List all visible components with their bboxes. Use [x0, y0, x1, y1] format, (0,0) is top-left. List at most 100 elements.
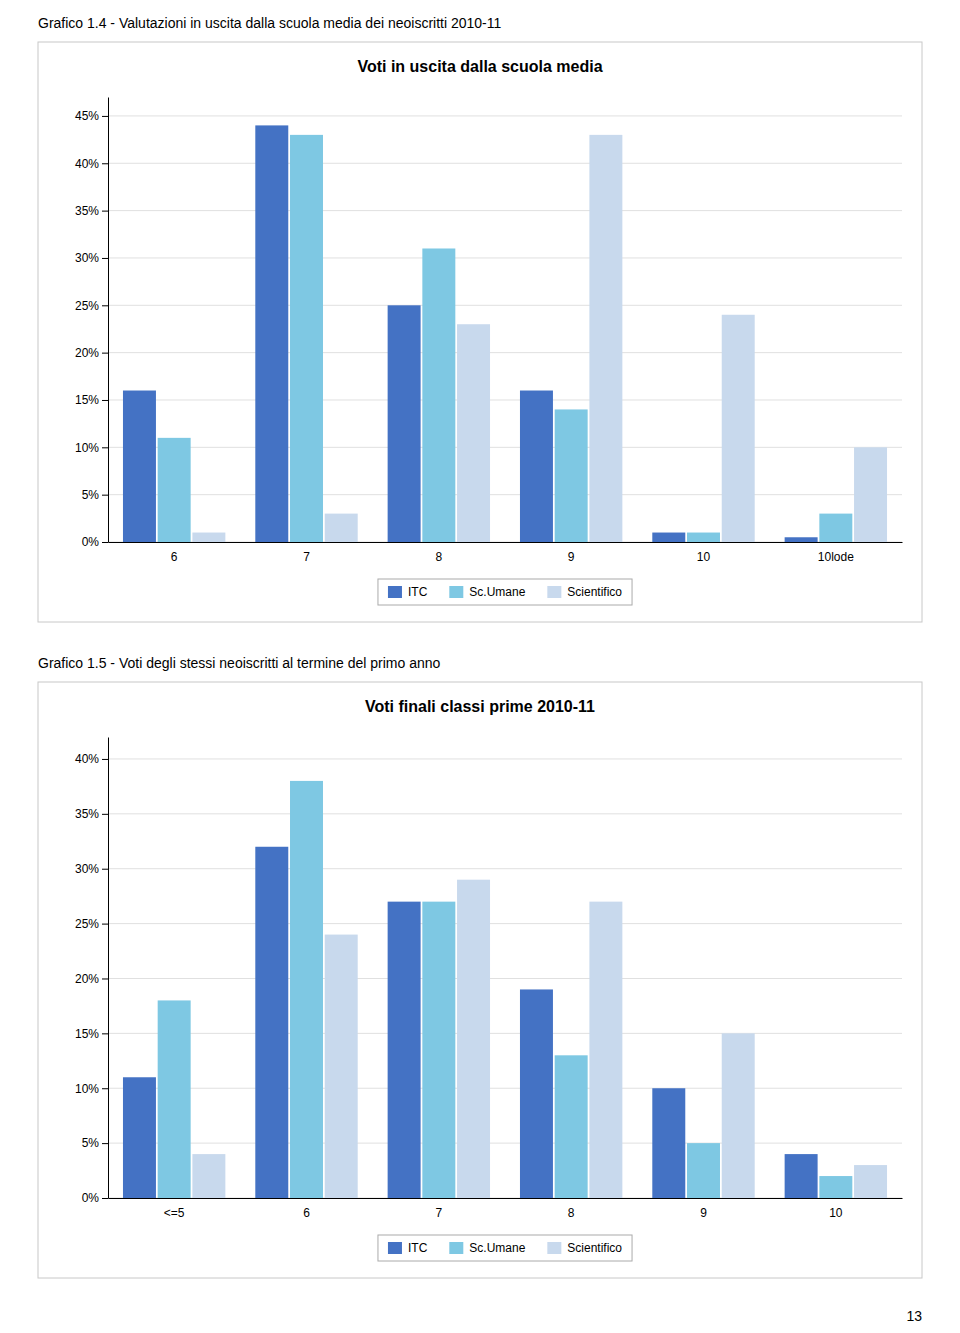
bar — [192, 533, 225, 542]
legend-label: Sc.Umane — [469, 585, 525, 599]
tick-mark — [102, 447, 108, 448]
x-tick: 6 — [171, 550, 178, 564]
bar — [785, 537, 818, 542]
bar-series — [192, 135, 887, 542]
chart-box — [38, 682, 922, 1278]
x-tick: 10lode — [818, 550, 854, 564]
y-tick: 20% — [75, 972, 108, 986]
x-tick: 8 — [568, 1206, 575, 1220]
bar — [687, 1143, 720, 1198]
tick-mark — [102, 400, 108, 401]
bar-series — [192, 880, 887, 1198]
grid-line — [108, 447, 902, 448]
tick-mark — [102, 978, 108, 979]
bar — [388, 305, 421, 542]
tick-mark — [102, 1033, 108, 1034]
y-tick-label: 40% — [75, 752, 99, 766]
grid-line — [108, 352, 902, 353]
axis-line — [109, 1198, 903, 1199]
bar — [589, 135, 622, 542]
bar — [722, 1033, 755, 1198]
bar — [520, 989, 553, 1198]
bar-series — [123, 125, 818, 542]
axis-line — [108, 98, 109, 543]
y-tick-label: 20% — [75, 346, 99, 360]
y-tick-label: 0% — [82, 535, 100, 549]
bar — [422, 248, 455, 542]
y-tick-label: 45% — [75, 109, 99, 123]
legend-item: Sc.Umane — [449, 585, 525, 599]
y-tick-label: 15% — [75, 1027, 99, 1041]
y-tick: 15% — [75, 393, 108, 407]
y-tick: 30% — [75, 251, 108, 265]
grid-line — [108, 868, 902, 869]
grid — [108, 759, 902, 1198]
y-tick: 35% — [75, 204, 108, 218]
grid-line — [108, 978, 902, 979]
y-tick-label: 5% — [82, 488, 100, 502]
y-axis: 0%5%10%15%20%25%30%35%40% — [75, 738, 109, 1206]
tick-mark — [102, 814, 108, 815]
grid-line — [108, 1143, 902, 1144]
legend-item: ITC — [388, 1241, 428, 1255]
legend-swatch — [449, 1242, 463, 1254]
y-axis: 0%5%10%15%20%25%30%35%40%45% — [75, 98, 109, 550]
tick-mark — [102, 759, 108, 760]
grid-line — [108, 542, 902, 543]
x-axis: 67891010lode — [109, 543, 903, 564]
grid-line — [108, 399, 902, 400]
y-tick-label: 5% — [82, 1136, 100, 1150]
bar — [652, 533, 685, 542]
x-tick-label: 8 — [435, 550, 442, 564]
y-tick-label: 30% — [75, 251, 99, 265]
bar — [457, 324, 490, 542]
y-tick: 35% — [75, 807, 108, 821]
tick-mark — [102, 211, 108, 212]
x-tick-label: 10 — [829, 1206, 843, 1220]
grid-line — [108, 257, 902, 258]
bar — [854, 447, 887, 542]
legend-label: Scientifico — [567, 585, 622, 599]
x-tick: 10 — [829, 1206, 843, 1220]
legend-items: ITC Sc.Umane Scientifico — [388, 585, 622, 599]
bar — [158, 438, 191, 542]
legend: ITC Sc.Umane Scientifico — [378, 579, 632, 605]
tick-mark — [102, 924, 108, 925]
x-tick-label: 6 — [303, 1206, 310, 1220]
bar — [123, 391, 156, 542]
y-tick-label: 0% — [82, 1191, 100, 1205]
y-tick: 45% — [75, 109, 108, 123]
tick-mark — [102, 258, 108, 259]
axis-line — [108, 738, 109, 1199]
legend-label: Sc.Umane — [469, 1241, 525, 1255]
tick-mark — [102, 163, 108, 164]
tick-mark — [102, 353, 108, 354]
y-tick-label: 25% — [75, 299, 99, 313]
grid-line — [108, 115, 902, 116]
bar — [854, 1165, 887, 1198]
bar — [687, 533, 720, 542]
y-tick-label: 10% — [75, 441, 99, 455]
tick-mark — [102, 1088, 108, 1089]
grid-line — [108, 210, 902, 211]
bar — [722, 315, 755, 542]
y-tick: 10% — [75, 441, 108, 455]
x-tick-label: 10lode — [818, 550, 854, 564]
legend-label: Scientifico — [567, 1241, 622, 1255]
chart: Grafico 1.4 - Valutazioni in uscita dall… — [38, 15, 922, 622]
page: Grafico 1.4 - Valutazioni in uscita dall… — [0, 0, 960, 1333]
page-title: Grafico 1.5 - Voti degli stessi neoiscri… — [38, 655, 441, 671]
y-tick: 20% — [75, 346, 108, 360]
y-tick: 0% — [82, 535, 108, 549]
x-tick: 7 — [435, 1206, 442, 1220]
y-tick: 15% — [75, 1027, 108, 1041]
grid-line — [108, 923, 902, 924]
y-tick-label: 10% — [75, 1082, 99, 1096]
bars — [123, 781, 887, 1198]
bar — [290, 135, 323, 542]
bar — [819, 514, 852, 542]
y-tick: 25% — [75, 917, 108, 931]
grid-line — [108, 758, 902, 759]
legend-item: ITC — [388, 585, 428, 599]
x-tick: <=5 — [164, 1206, 185, 1220]
